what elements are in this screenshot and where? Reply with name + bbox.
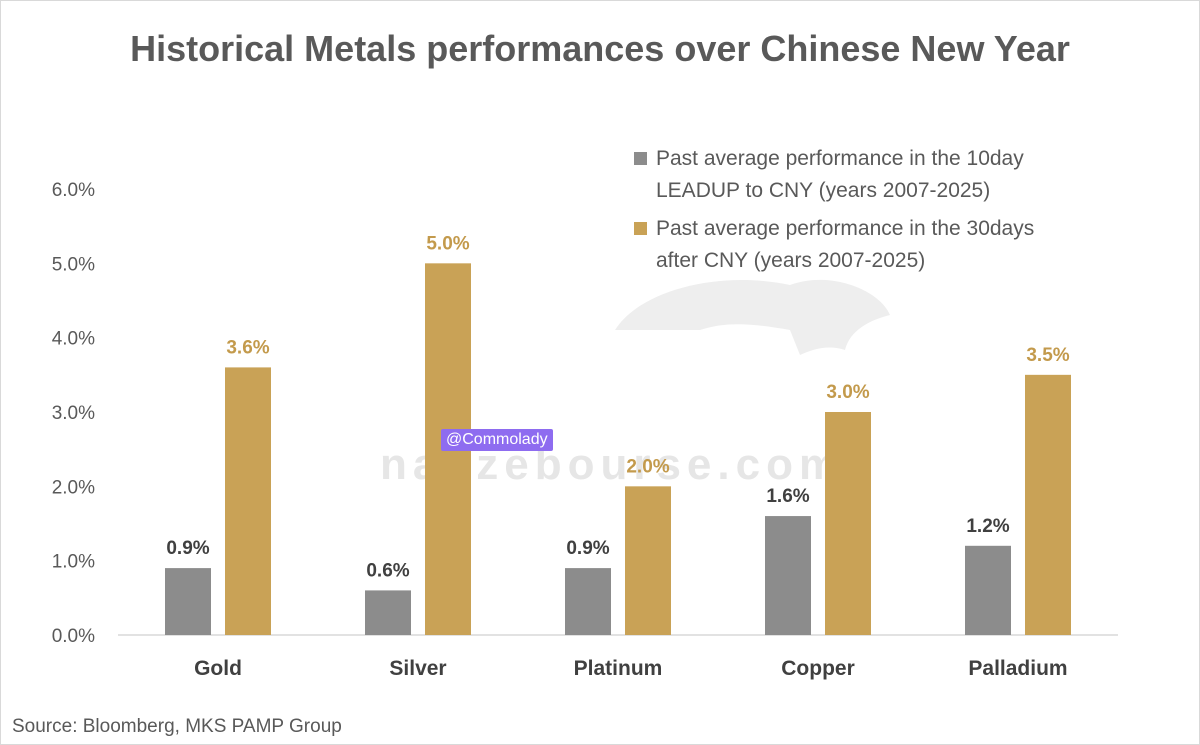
value-label-copper-after: 3.0% xyxy=(826,382,869,403)
legend-item-after: Past average performance in the 30days a… xyxy=(634,213,1124,277)
commolady-tag: @Commolady xyxy=(441,429,553,451)
value-label-gold-leadup: 0.9% xyxy=(166,538,209,559)
bar-palladium-leadup xyxy=(965,545,1011,635)
value-label-silver-leadup: 0.6% xyxy=(366,560,409,581)
category-label-palladium: Palladium xyxy=(968,657,1067,680)
bar-copper-leadup xyxy=(765,516,811,635)
value-label-silver-after: 5.0% xyxy=(426,233,469,254)
category-label-platinum: Platinum xyxy=(574,657,663,680)
category-label-gold: Gold xyxy=(194,657,242,680)
y-tick-label: 1.0% xyxy=(52,552,95,573)
value-label-gold-after: 3.6% xyxy=(226,337,269,358)
bar-gold-leadup xyxy=(165,568,211,635)
legend-swatch-after xyxy=(634,222,647,235)
y-tick-label: 4.0% xyxy=(52,329,95,350)
legend: Past average performance in the 10day LE… xyxy=(634,143,1124,283)
value-label-copper-leadup: 1.6% xyxy=(766,486,809,507)
bar-gold-after xyxy=(225,367,271,635)
legend-swatch-leadup xyxy=(634,152,647,165)
y-tick-label: 2.0% xyxy=(52,477,95,498)
bar-silver-leadup xyxy=(365,590,411,635)
legend-leadup-line2: LEADUP to CNY (years 2007-2025) xyxy=(656,179,991,202)
chart-title: Historical Metals performances over Chin… xyxy=(130,28,1070,69)
y-tick-label: 3.0% xyxy=(52,403,95,424)
category-label-silver: Silver xyxy=(389,657,446,680)
bar-palladium-after xyxy=(1025,374,1071,635)
source-note: Source: Bloomberg, MKS PAMP Group xyxy=(12,716,342,737)
legend-leadup-line1: Past average performance in the 10day xyxy=(656,147,1024,170)
y-tick-label: 6.0% xyxy=(52,180,95,201)
bar-platinum-leadup xyxy=(565,568,611,635)
legend-after-line1: Past average performance in the 30days xyxy=(656,217,1035,240)
category-label-copper: Copper xyxy=(781,657,855,680)
y-tick-label: 0.0% xyxy=(52,626,95,647)
value-label-platinum-leadup: 0.9% xyxy=(566,538,609,559)
bar-platinum-after xyxy=(625,486,671,635)
watermark-logo xyxy=(615,279,890,355)
y-tick-label: 5.0% xyxy=(52,254,95,275)
value-label-palladium-after: 3.5% xyxy=(1026,345,1069,366)
value-label-palladium-leadup: 1.2% xyxy=(966,516,1009,537)
bar-copper-after xyxy=(825,412,871,635)
legend-after-line2: after CNY (years 2007-2025) xyxy=(656,249,926,272)
legend-item-leadup: Past average performance in the 10day LE… xyxy=(634,143,1124,207)
value-label-platinum-after: 2.0% xyxy=(626,456,669,477)
